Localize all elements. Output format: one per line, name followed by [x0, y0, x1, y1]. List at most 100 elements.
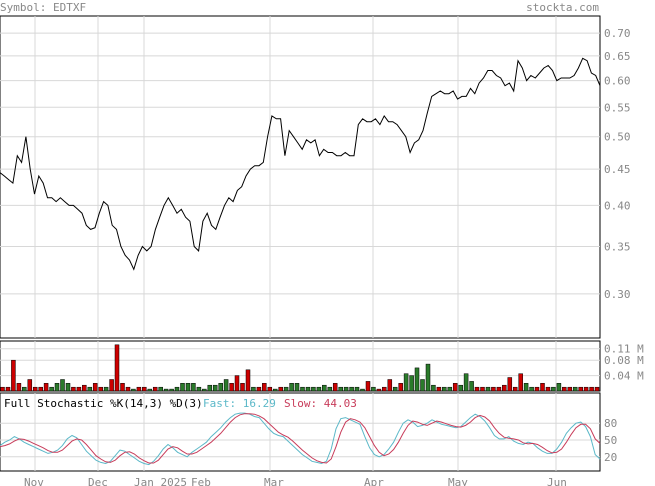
- volume-bar: [22, 386, 27, 392]
- volume-bar: [54, 383, 60, 392]
- volume-bar: [311, 386, 316, 392]
- volume-bar: [562, 386, 567, 392]
- volume-bar: [207, 384, 213, 392]
- volume-bar: [240, 383, 245, 392]
- volume-bar: [234, 375, 240, 392]
- volume-bar: [452, 383, 458, 392]
- price-y-tick-label: 0.30: [604, 288, 631, 301]
- volume-bar: [594, 386, 600, 392]
- volume-bar: [218, 383, 223, 392]
- volume-bar: [43, 383, 49, 392]
- volume-bar: [196, 386, 202, 392]
- volume-bar: [185, 383, 191, 392]
- volume-bar: [49, 386, 54, 392]
- volume-bar: [431, 384, 436, 392]
- price-panel-frame: [0, 15, 601, 339]
- price-y-tick-label: 0.40: [604, 199, 631, 212]
- volume-grid: [0, 341, 600, 391]
- volume-y-axis: 0.11 M0.08 M 0.04 M: [604, 343, 644, 383]
- volume-bar: [382, 386, 387, 392]
- volume-bar: [71, 386, 76, 392]
- volume-bar: [109, 379, 114, 392]
- volume-bar: [480, 386, 485, 392]
- volume-bar: [245, 369, 251, 392]
- volume-bar: [327, 386, 333, 392]
- volume-bar: [463, 373, 469, 392]
- volume-y-tick-label: 0.04 M: [604, 370, 644, 383]
- volume-bar: [485, 386, 491, 392]
- volume-bar: [322, 384, 327, 392]
- volume-bar: [305, 386, 311, 392]
- volume-bar: [300, 386, 305, 392]
- volume-bar: [447, 386, 453, 392]
- volume-bar: [114, 344, 120, 392]
- volume-bar: [589, 386, 594, 392]
- volume-bar: [152, 386, 158, 392]
- volume-bar: [414, 367, 420, 392]
- symbol-label: Symbol: EDTXF: [0, 1, 86, 14]
- volume-bar: [354, 386, 360, 392]
- volume-bar: [174, 386, 180, 392]
- volume-bar: [583, 386, 589, 392]
- volume-bar: [38, 386, 43, 392]
- volume-bar: [267, 386, 273, 392]
- stochastic-y-tick-label: 80: [604, 417, 617, 430]
- volume-y-tick-label: 0.08 M: [604, 354, 644, 367]
- volume-bar: [436, 386, 442, 392]
- stochastic-title: Full Stochastic %K(14,3) %D(3): [4, 397, 203, 410]
- volume-bar: [278, 386, 283, 392]
- x-axis-tick-label: Jun: [547, 476, 567, 486]
- volume-bar: [365, 381, 371, 392]
- stochastic-grid: [0, 393, 600, 471]
- volume-bar: [469, 381, 474, 392]
- x-axis-tick-label: Mar: [264, 476, 284, 486]
- stochastic-fast-label: Fast: 16.29: [203, 397, 276, 410]
- volume-bar: [442, 386, 447, 392]
- price-y-tick-label: 0.50: [604, 131, 631, 144]
- price-grid: [0, 16, 600, 338]
- volume-bar: [76, 386, 82, 392]
- volume-bar: [82, 384, 87, 392]
- volume-bar: [420, 379, 425, 392]
- volume-bar: [5, 386, 11, 392]
- volume-bar: [458, 384, 463, 392]
- volume-bar: [65, 383, 71, 392]
- x-axis-tick-label: Apr: [364, 476, 384, 486]
- volume-bar: [229, 383, 234, 392]
- volume-bar: [92, 383, 98, 392]
- volume-y-tick-label: 0.11 M: [604, 343, 644, 356]
- volume-bar: [523, 383, 529, 392]
- volume-bar: [556, 383, 562, 392]
- price-series-line: [0, 57, 601, 271]
- volume-bar: [158, 386, 163, 392]
- volume-bar: [332, 383, 338, 392]
- volume-bar: [136, 386, 142, 392]
- volume-bar: [272, 388, 278, 392]
- volume-bar: [294, 383, 300, 392]
- volume-bar: [376, 388, 382, 392]
- price-y-tick-label: 0.70: [604, 27, 631, 40]
- volume-bar: [131, 388, 136, 392]
- volume-bar: [27, 379, 33, 392]
- volume-bar: [0, 386, 5, 392]
- volume-bar: [262, 383, 267, 392]
- volume-bar: [502, 384, 507, 392]
- volume-bar: [398, 383, 403, 392]
- volume-bar: [578, 386, 583, 392]
- stockta-brand: stockta.com: [526, 1, 599, 14]
- volume-bar: [169, 388, 174, 392]
- x-axis-tick-label: May: [448, 476, 468, 486]
- volume-bar: [425, 363, 431, 392]
- volume-bar: [343, 386, 349, 392]
- x-axis-tick-label: Jan 2025: [134, 476, 187, 486]
- volume-bar: [60, 379, 65, 392]
- volume-bars: [0, 344, 600, 392]
- volume-bar: [551, 386, 556, 392]
- volume-bar: [512, 386, 518, 392]
- volume-bar: [572, 386, 578, 392]
- x-axis-tick-label: Nov: [24, 476, 44, 486]
- volume-bar: [256, 386, 262, 392]
- volume-bar: [496, 386, 502, 392]
- volume-bar: [147, 388, 153, 392]
